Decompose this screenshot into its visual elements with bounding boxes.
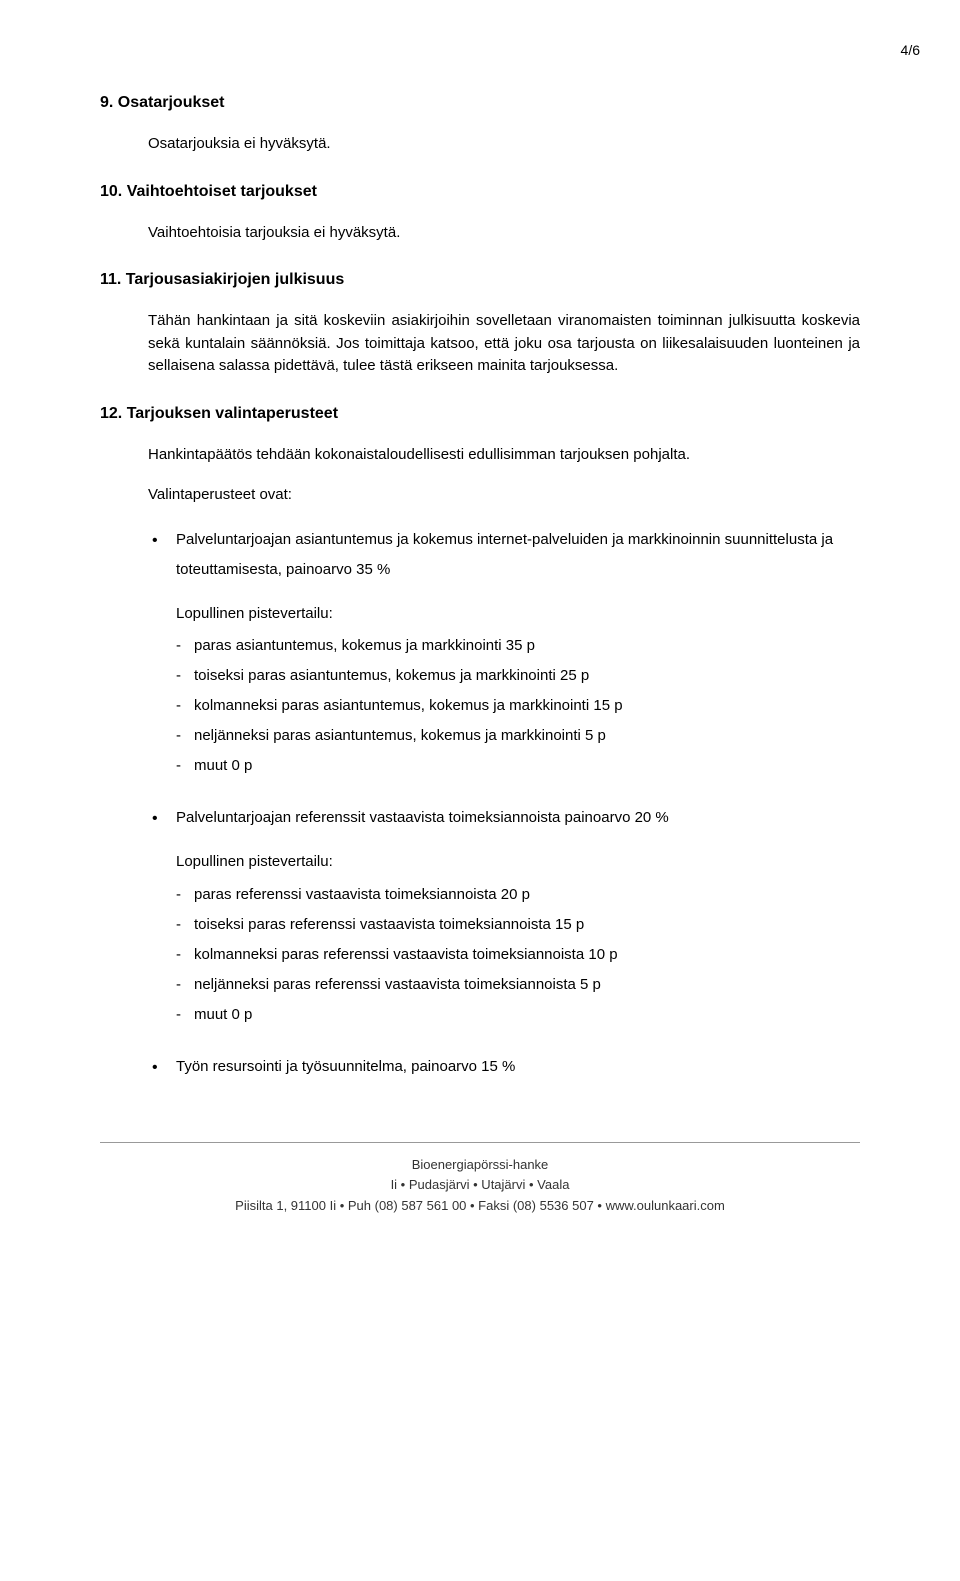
list-item: paras referenssi vastaavista toimeksiann… — [176, 880, 860, 910]
list-item: kolmanneksi paras referenssi vastaavista… — [176, 940, 860, 970]
section-9-heading: 9. Osatarjoukset — [100, 91, 860, 115]
section-12-heading: 12. Tarjouksen valintaperusteet — [100, 402, 860, 426]
section-12-intro1: Hankintapäätös tehdään kokonaistaloudell… — [148, 444, 860, 467]
criterion-3-text: Työn resursointi ja työsuunnitelma, pain… — [176, 1058, 515, 1075]
page-footer: Bioenergiapörssi-hanke Ii • Pudasjärvi •… — [100, 1142, 860, 1217]
section-11-heading: 11. Tarjousasiakirjojen julkisuus — [100, 268, 860, 292]
footer-line-3: Piisilta 1, 91100 Ii • Puh (08) 587 561 … — [100, 1196, 860, 1217]
list-item: neljänneksi paras asiantuntemus, kokemus… — [176, 721, 860, 751]
criteria-list: Työn resursointi ja työsuunnitelma, pain… — [148, 1052, 860, 1082]
page-number: 4/6 — [100, 40, 920, 61]
criterion-2-scoring: Lopullinen pistevertailu: paras referens… — [176, 851, 860, 1030]
criterion-1-scoring: Lopullinen pistevertailu: paras asiantun… — [176, 603, 860, 782]
section-11-body: Tähän hankintaan ja sitä koskeviin asiak… — [148, 310, 860, 378]
footer-line-1: Bioenergiapörssi-hanke — [100, 1155, 860, 1176]
criteria-list: Palveluntarjoajan referenssit vastaavist… — [148, 803, 860, 833]
footer-line-2: Ii • Pudasjärvi • Utajärvi • Vaala — [100, 1175, 860, 1196]
criterion-2-text: Palveluntarjoajan referenssit vastaavist… — [176, 809, 669, 826]
section-12-intro2: Valintaperusteet ovat: — [148, 484, 860, 507]
criterion-2-scoring-list: paras referenssi vastaavista toimeksiann… — [176, 880, 860, 1030]
criterion-1-scoring-title: Lopullinen pistevertailu: — [176, 603, 860, 626]
list-item: muut 0 p — [176, 751, 860, 781]
criteria-list: Palveluntarjoajan asiantuntemus ja kokem… — [148, 525, 860, 585]
list-item: paras asiantuntemus, kokemus ja markkino… — [176, 631, 860, 661]
section-9-body: Osatarjouksia ei hyväksytä. — [148, 133, 860, 156]
list-item: toiseksi paras asiantuntemus, kokemus ja… — [176, 661, 860, 691]
section-10-body: Vaihtoehtoisia tarjouksia ei hyväksytä. — [148, 222, 860, 245]
criterion-1: Palveluntarjoajan asiantuntemus ja kokem… — [148, 525, 860, 585]
criterion-2-scoring-title: Lopullinen pistevertailu: — [176, 851, 860, 874]
criterion-3: Työn resursointi ja työsuunnitelma, pain… — [148, 1052, 860, 1082]
list-item: kolmanneksi paras asiantuntemus, kokemus… — [176, 691, 860, 721]
criterion-1-scoring-list: paras asiantuntemus, kokemus ja markkino… — [176, 631, 860, 781]
section-10-heading: 10. Vaihtoehtoiset tarjoukset — [100, 180, 860, 204]
list-item: muut 0 p — [176, 1000, 860, 1030]
list-item: toiseksi paras referenssi vastaavista to… — [176, 910, 860, 940]
criterion-2: Palveluntarjoajan referenssit vastaavist… — [148, 803, 860, 833]
criterion-1-text: Palveluntarjoajan asiantuntemus ja kokem… — [176, 531, 833, 578]
list-item: neljänneksi paras referenssi vastaavista… — [176, 970, 860, 1000]
